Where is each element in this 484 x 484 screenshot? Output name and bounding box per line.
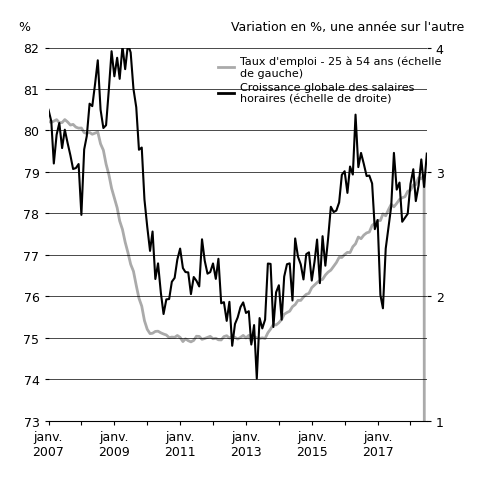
Text: %: % (18, 20, 30, 33)
Legend: Taux d'emploi - 25 à 54 ans (échelle
de gauche), Croissance globale des salaires: Taux d'emploi - 25 à 54 ans (échelle de … (213, 52, 445, 109)
Text: Variation en %, une année sur l'autre: Variation en %, une année sur l'autre (231, 20, 464, 33)
